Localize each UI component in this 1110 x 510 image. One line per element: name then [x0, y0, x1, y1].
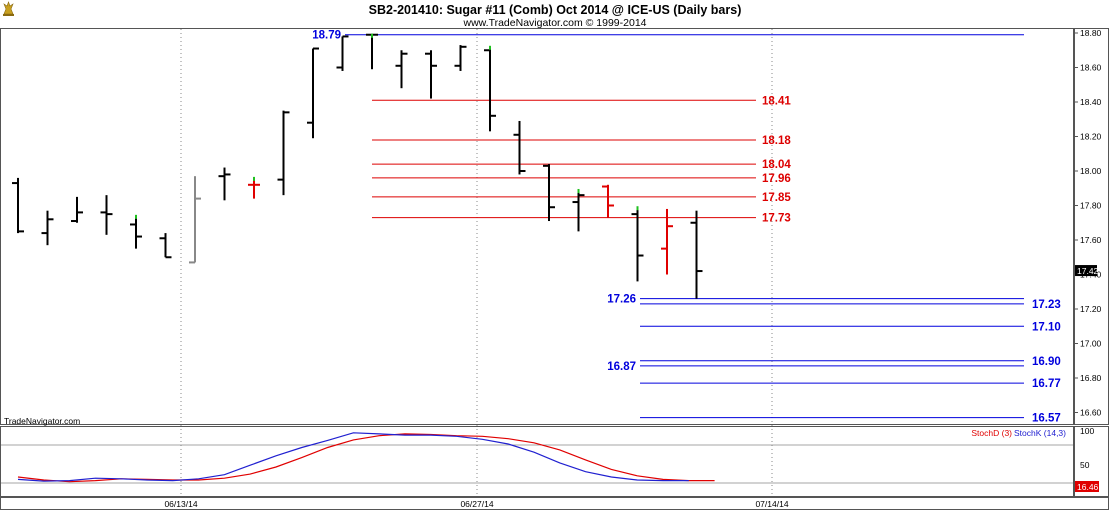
price-tick-label: 17.80: [1080, 201, 1102, 211]
indicator-panel: [0, 426, 1074, 497]
level-label: 17.73: [762, 213, 791, 225]
date-tick-label: 06/13/14: [164, 499, 197, 509]
indicator-last-marker: 16.46: [1075, 481, 1099, 492]
watermark: TradeNavigator.com: [4, 416, 80, 426]
date-tick-label: 06/27/14: [460, 499, 493, 509]
last-price-label: 17.42: [1077, 266, 1099, 276]
level-label: 16.90: [1032, 356, 1061, 368]
level-label: 17.23: [1032, 299, 1061, 311]
date-tick-label: 07/14/14: [755, 499, 788, 509]
price-tick-label: 18.80: [1080, 28, 1102, 38]
level-label: 16.87: [607, 361, 636, 373]
indicator-legend: StochD (3) StochK (14,3): [971, 428, 1066, 438]
indicator-last-label: 16.46: [1077, 482, 1099, 492]
price-tick-label: 18.00: [1080, 166, 1102, 176]
price-tick-label: 17.60: [1080, 235, 1102, 245]
price-tick-label: 16.80: [1080, 373, 1102, 383]
logo-icon: [3, 1, 14, 16]
stochastic-lines: [17, 432, 715, 483]
level-label: 16.77: [1032, 378, 1061, 390]
level-label: 18.04: [762, 159, 791, 171]
level-label: 17.85: [762, 192, 791, 204]
level-label: 17.26: [607, 294, 636, 306]
price-tick-label: 18.60: [1080, 63, 1102, 73]
price-tick-label: 18.40: [1080, 97, 1102, 107]
chart-subtitle: www.TradeNavigator.com © 1999-2014: [462, 17, 646, 29]
level-label: 18.18: [762, 135, 791, 147]
indicator-tick-50: 50: [1080, 460, 1090, 470]
stochastic-line: [17, 432, 689, 482]
level-label: 18.41: [762, 95, 791, 107]
indicator-reference-lines: [1, 444, 1073, 484]
chart-title: SB2-201410: Sugar #11 (Comb) Oct 2014 @ …: [369, 3, 742, 17]
price-bars: [12, 33, 703, 299]
level-label: 16.57: [1032, 413, 1061, 425]
legend-stochk: StochK (14,3): [1014, 428, 1066, 438]
price-axis: [1074, 28, 1109, 425]
last-price-marker: 17.42: [1075, 265, 1099, 277]
price-tick-label: 18.20: [1080, 132, 1102, 142]
price-tick-label: 17.20: [1080, 304, 1102, 314]
indicator-tick-100: 100: [1080, 426, 1094, 436]
price-tick-label: 17.00: [1080, 339, 1102, 349]
support-resistance-levels: 18.79 18.41 18.18 18.04 17.96 17.85 17.73 17.26…: [312, 30, 1061, 425]
legend-stochd: StochD (3): [971, 428, 1012, 438]
level-label: 17.10: [1032, 321, 1061, 333]
price-panel: [0, 28, 1074, 425]
level-label: 17.96: [762, 173, 791, 185]
price-tick-label: 16.60: [1080, 408, 1102, 418]
level-label: 18.79: [312, 30, 341, 42]
price-axis-ticks: 18.8018.6018.4018.2018.0017.8017.6017.40…: [1074, 28, 1102, 418]
